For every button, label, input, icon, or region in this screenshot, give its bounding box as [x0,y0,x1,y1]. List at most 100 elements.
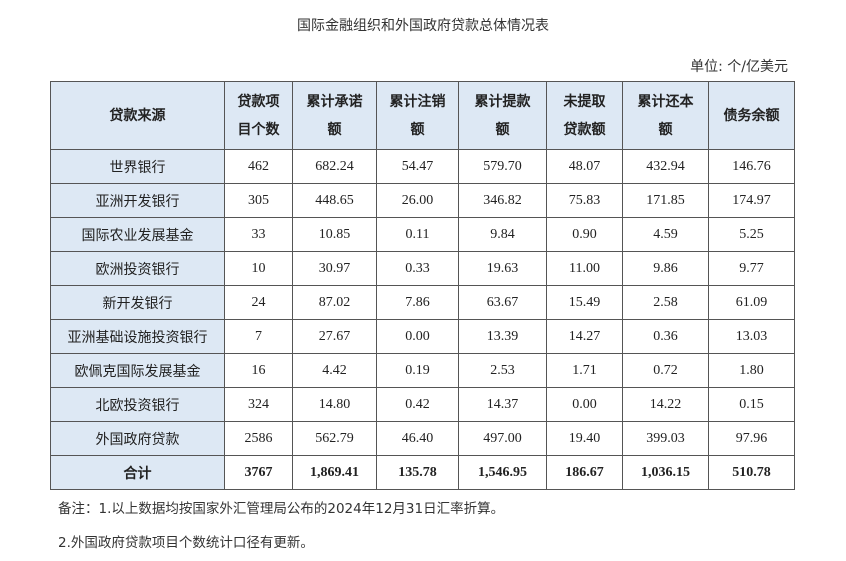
value-cell: 16 [224,353,293,388]
value-cell: 33 [224,217,293,252]
value-cell: 54.47 [376,149,459,184]
total-label: 合计 [50,455,225,490]
value-cell: 346.82 [458,183,547,218]
value-cell: 46.40 [376,421,459,456]
header-repaid: 累计还本额 [622,81,709,150]
value-cell: 14.27 [546,319,623,354]
value-cell: 9.86 [622,251,709,286]
value-cell: 0.00 [546,387,623,422]
note-1: 备注：1.以上数据均按国家外汇管理局公布的2024年12月31日汇率折算。 [58,501,505,517]
total-cell: 1,036.15 [622,455,709,490]
value-cell: 4.42 [292,353,377,388]
value-cell: 0.11 [376,217,459,252]
value-cell: 9.84 [458,217,547,252]
loan-source-cell: 北欧投资银行 [50,387,225,422]
value-cell: 63.67 [458,285,547,320]
value-cell: 432.94 [622,149,709,184]
header-undisbursed: 未提取 贷款额 [546,81,623,150]
value-cell: 562.79 [292,421,377,456]
value-cell: 2586 [224,421,293,456]
value-cell: 97.96 [708,421,795,456]
header-source: 贷款来源 [50,81,225,150]
value-cell: 75.83 [546,183,623,218]
value-cell: 2.58 [622,285,709,320]
header-cancelled: 累计注销额 [376,81,459,150]
header-committed: 累计承诺额 [292,81,377,150]
value-cell: 19.63 [458,251,547,286]
value-cell: 0.90 [546,217,623,252]
header-outstanding: 债务余额 [708,81,795,150]
value-cell: 448.65 [292,183,377,218]
loan-source-cell: 亚洲基础设施投资银行 [50,319,225,354]
value-cell: 7 [224,319,293,354]
value-cell: 579.70 [458,149,547,184]
table-row: 北欧投资银行 324 14.80 0.42 14.37 0.00 14.22 0.15 [50,387,795,422]
total-cell: 1,869.41 [292,455,377,490]
value-cell: 171.85 [622,183,709,218]
value-cell: 682.24 [292,149,377,184]
total-row: 合计 3767 1,869.41 135.78 1,546.95 186.67 … [50,455,795,490]
value-cell: 399.03 [622,421,709,456]
value-cell: 0.00 [376,319,459,354]
value-cell: 14.37 [458,387,547,422]
page-title: 国际金融组织和外国政府贷款总体情况表 [297,18,549,34]
value-cell: 1.80 [708,353,795,388]
value-cell: 48.07 [546,149,623,184]
value-cell: 19.40 [546,421,623,456]
value-cell: 497.00 [458,421,547,456]
table-row: 欧佩克国际发展基金 16 4.42 0.19 2.53 1.71 0.72 1.80 [50,353,795,388]
value-cell: 462 [224,149,293,184]
table-row: 亚洲基础设施投资银行 7 27.67 0.00 13.39 14.27 0.36 13.03 [50,319,795,354]
value-cell: 0.42 [376,387,459,422]
value-cell: 10 [224,251,293,286]
loan-source-cell: 世界银行 [50,149,225,184]
value-cell: 87.02 [292,285,377,320]
value-cell: 0.36 [622,319,709,354]
value-cell: 5.25 [708,217,795,252]
value-cell: 27.67 [292,319,377,354]
table-row: 世界银行 462 682.24 54.47 579.70 48.07 432.94 146.7… [50,149,795,184]
header-row: 贷款来源 贷款项 目个数 累计承诺额 累计注销额 累计提款额 未提取 贷款额 累计还… [50,81,795,150]
value-cell: 0.33 [376,251,459,286]
value-cell: 26.00 [376,183,459,218]
value-cell: 30.97 [292,251,377,286]
table-row: 新开发银行 24 87.02 7.86 63.67 15.49 2.58 61.09 [50,285,795,320]
value-cell: 24 [224,285,293,320]
loan-source-cell: 国际农业发展基金 [50,217,225,252]
total-cell: 135.78 [376,455,459,490]
value-cell: 305 [224,183,293,218]
value-cell: 61.09 [708,285,795,320]
value-cell: 324 [224,387,293,422]
value-cell: 0.72 [622,353,709,388]
value-cell: 10.85 [292,217,377,252]
header-disbursed: 累计提款额 [458,81,547,150]
header-project-count: 贷款项 目个数 [224,81,293,150]
total-cell: 510.78 [708,455,795,490]
note-2: 2.外国政府贷款项目个数统计口径有更新。 [58,535,314,551]
loan-source-cell: 亚洲开发银行 [50,183,225,218]
value-cell: 15.49 [546,285,623,320]
loan-source-cell: 新开发银行 [50,285,225,320]
loan-source-cell: 欧洲投资银行 [50,251,225,286]
table-row: 国际农业发展基金 33 10.85 0.11 9.84 0.90 4.59 5.25 [50,217,795,252]
value-cell: 14.22 [622,387,709,422]
table-row: 外国政府贷款 2586 562.79 46.40 497.00 19.40 399.03 97… [50,421,795,456]
total-cell: 1,546.95 [458,455,547,490]
value-cell: 0.19 [376,353,459,388]
value-cell: 9.77 [708,251,795,286]
value-cell: 1.71 [546,353,623,388]
loan-summary-table: 贷款来源 贷款项 目个数 累计承诺额 累计注销额 累计提款额 未提取 贷款额 累计还… [50,81,795,490]
value-cell: 11.00 [546,251,623,286]
table-row: 欧洲投资银行 10 30.97 0.33 19.63 11.00 9.86 9.77 [50,251,795,286]
unit-label: 单位: 个/亿美元 [690,59,788,75]
loan-source-cell: 欧佩克国际发展基金 [50,353,225,388]
value-cell: 2.53 [458,353,547,388]
total-cell: 3767 [224,455,293,490]
total-cell: 186.67 [546,455,623,490]
loan-source-cell: 外国政府贷款 [50,421,225,456]
value-cell: 7.86 [376,285,459,320]
value-cell: 4.59 [622,217,709,252]
value-cell: 13.39 [458,319,547,354]
table-row: 亚洲开发银行 305 448.65 26.00 346.82 75.83 171.85 174… [50,183,795,218]
value-cell: 13.03 [708,319,795,354]
